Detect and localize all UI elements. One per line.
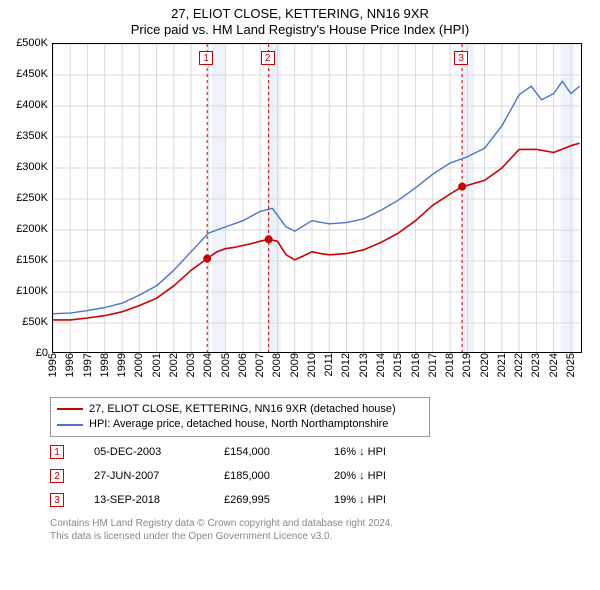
x-tick-label: 2009 (287, 353, 301, 377)
x-tick-label: 2012 (338, 353, 352, 377)
y-tick-label: £50K (22, 316, 52, 328)
sales-row-diff: 19% ↓ HPI (334, 494, 434, 506)
legend-row: HPI: Average price, detached house, Nort… (57, 417, 423, 432)
sale-marker-dot (458, 182, 466, 190)
x-tick-label: 2024 (546, 353, 560, 377)
sales-row-date: 27-JUN-2007 (94, 470, 194, 482)
x-tick-label: 1997 (80, 353, 94, 377)
y-tick-label: £400K (16, 99, 52, 111)
x-tick-label: 2011 (321, 353, 335, 377)
y-tick-label: £350K (16, 130, 52, 142)
legend-box: 27, ELIOT CLOSE, KETTERING, NN16 9XR (de… (50, 397, 430, 438)
series-hpi (53, 81, 580, 314)
sales-row: 2 27-JUN-2007 £185,000 20% ↓ HPI (50, 469, 590, 483)
sales-row-price: £154,000 (224, 446, 304, 458)
sales-row-date: 05-DEC-2003 (94, 446, 194, 458)
footer-attribution: Contains HM Land Registry data © Crown c… (50, 517, 590, 543)
x-tick-label: 2017 (425, 353, 439, 377)
x-tick-label: 2006 (235, 353, 249, 377)
x-tick-label: 2023 (528, 353, 542, 377)
chart-title-line1: 27, ELIOT CLOSE, KETTERING, NN16 9XR (10, 6, 590, 22)
legend-row: 27, ELIOT CLOSE, KETTERING, NN16 9XR (de… (57, 402, 423, 417)
sale-marker-flag: 3 (454, 51, 468, 65)
sale-marker-dot (265, 235, 273, 243)
legend-swatch (57, 424, 83, 426)
sales-row-marker: 2 (50, 469, 64, 483)
chart-container: £0£50K£100K£150K£200K£250K£300K£350K£400… (52, 43, 582, 353)
y-tick-label: £150K (16, 254, 52, 266)
x-tick-label: 2019 (459, 353, 473, 377)
series-property_price (53, 143, 580, 320)
x-tick-label: 2005 (218, 353, 232, 377)
y-tick-label: £100K (16, 285, 52, 297)
y-tick-label: £500K (16, 37, 52, 49)
x-tick-label: 2020 (477, 353, 491, 377)
x-tick-label: 1998 (97, 353, 111, 377)
x-tick-label: 1996 (62, 353, 76, 377)
x-tick-label: 2021 (494, 353, 508, 377)
footer-line1: Contains HM Land Registry data © Crown c… (50, 517, 590, 530)
footer-line2: This data is licensed under the Open Gov… (50, 530, 590, 543)
x-tick-label: 2001 (149, 353, 163, 377)
sales-row-date: 13-SEP-2018 (94, 494, 194, 506)
x-tick-label: 1995 (45, 353, 59, 377)
y-tick-label: £250K (16, 192, 52, 204)
sales-row-diff: 16% ↓ HPI (334, 446, 434, 458)
plot-area (52, 43, 582, 353)
sales-row-price: £185,000 (224, 470, 304, 482)
page-root: 27, ELIOT CLOSE, KETTERING, NN16 9XR Pri… (0, 0, 600, 590)
sales-row: 3 13-SEP-2018 £269,995 19% ↓ HPI (50, 493, 590, 507)
x-tick-label: 2010 (304, 353, 318, 377)
sales-row-marker: 1 (50, 445, 64, 459)
x-tick-label: 2008 (269, 353, 283, 377)
x-tick-label: 2015 (390, 353, 404, 377)
sale-marker-flag: 2 (261, 51, 275, 65)
sale-marker-dot (203, 254, 211, 262)
y-tick-label: £450K (16, 68, 52, 80)
y-tick-label: £200K (16, 223, 52, 235)
x-tick-label: 1999 (114, 353, 128, 377)
x-tick-label: 2013 (356, 353, 370, 377)
legend-label: 27, ELIOT CLOSE, KETTERING, NN16 9XR (de… (89, 402, 396, 417)
legend-label: HPI: Average price, detached house, Nort… (89, 417, 388, 432)
legend-swatch (57, 408, 83, 410)
sales-row-price: £269,995 (224, 494, 304, 506)
x-tick-label: 2007 (252, 353, 266, 377)
x-tick-label: 2003 (183, 353, 197, 377)
x-tick-label: 2002 (166, 353, 180, 377)
sales-row-diff: 20% ↓ HPI (334, 470, 434, 482)
sales-row: 1 05-DEC-2003 £154,000 16% ↓ HPI (50, 445, 590, 459)
x-tick-label: 2025 (563, 353, 577, 377)
chart-title-line2: Price paid vs. HM Land Registry's House … (10, 22, 590, 38)
x-tick-label: 2022 (511, 353, 525, 377)
x-tick-label: 2004 (200, 353, 214, 377)
x-tick-label: 2016 (408, 353, 422, 377)
sales-table: 1 05-DEC-2003 £154,000 16% ↓ HPI 2 27-JUN-200… (50, 445, 590, 507)
x-tick-label: 2000 (131, 353, 145, 377)
sales-row-marker: 3 (50, 493, 64, 507)
x-tick-label: 2018 (442, 353, 456, 377)
y-tick-label: £300K (16, 161, 52, 173)
sale-marker-flag: 1 (199, 51, 213, 65)
chart-svg (53, 44, 582, 353)
x-tick-label: 2014 (373, 353, 387, 377)
